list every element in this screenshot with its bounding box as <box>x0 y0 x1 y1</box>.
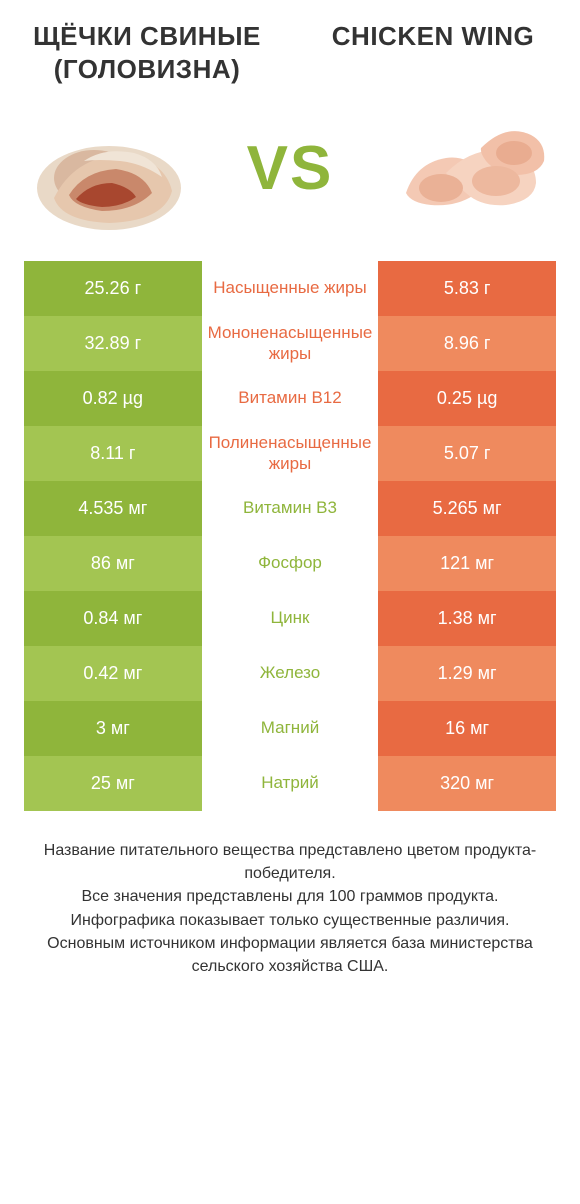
table-row: 8.11 гПолиненасыщенные жиры5.07 г <box>24 426 556 481</box>
nutrient-label: Цинк <box>202 591 379 646</box>
value-right: 8.96 г <box>378 316 556 371</box>
table-row: 86 мгФосфор121 мг <box>24 536 556 591</box>
nutrient-label: Витамин B12 <box>202 371 379 426</box>
footnote-line: Инфографика показывает только существенн… <box>30 909 550 932</box>
food-image-left <box>24 103 194 233</box>
table-row: 0.84 мгЦинк1.38 мг <box>24 591 556 646</box>
value-left: 32.89 г <box>24 316 202 371</box>
value-right: 121 мг <box>378 536 556 591</box>
value-right: 1.38 мг <box>378 591 556 646</box>
table-row: 0.82 µgВитамин B120.25 µg <box>24 371 556 426</box>
comparison-table: 25.26 гНасыщенные жиры5.83 г32.89 гМонон… <box>24 261 556 811</box>
value-left: 0.42 мг <box>24 646 202 701</box>
value-left: 8.11 г <box>24 426 202 481</box>
nutrient-label: Фосфор <box>202 536 379 591</box>
nutrient-label: Железо <box>202 646 379 701</box>
value-left: 0.84 мг <box>24 591 202 646</box>
nutrient-label: Натрий <box>202 756 379 811</box>
vs-label: VS <box>247 133 334 204</box>
value-right: 320 мг <box>378 756 556 811</box>
table-row: 0.42 мгЖелезо1.29 мг <box>24 646 556 701</box>
value-right: 16 мг <box>378 701 556 756</box>
value-right: 5.83 г <box>378 261 556 316</box>
food-image-right <box>386 103 556 233</box>
value-left: 3 мг <box>24 701 202 756</box>
value-left: 4.535 мг <box>24 481 202 536</box>
title-right: CHICKEN WING <box>310 20 556 53</box>
nutrient-label: Мононенасыщенные жиры <box>202 316 379 371</box>
value-right: 1.29 мг <box>378 646 556 701</box>
value-left: 25 мг <box>24 756 202 811</box>
footnote-line: Все значения представлены для 100 граммо… <box>30 885 550 908</box>
nutrient-label: Полиненасыщенные жиры <box>202 426 379 481</box>
nutrient-label: Магний <box>202 701 379 756</box>
value-right: 5.265 мг <box>378 481 556 536</box>
value-left: 86 мг <box>24 536 202 591</box>
table-row: 25 мгНатрий320 мг <box>24 756 556 811</box>
value-right: 5.07 г <box>378 426 556 481</box>
nutrient-label: Витамин B3 <box>202 481 379 536</box>
titles-row: ЩЁЧКИ СВИНЫЕ (ГОЛОВИЗНА) CHICKEN WING <box>24 20 556 85</box>
vs-row: VS <box>24 103 556 233</box>
table-row: 32.89 гМононенасыщенные жиры8.96 г <box>24 316 556 371</box>
footnote-line: Основным источником информации является … <box>30 932 550 978</box>
title-left: ЩЁЧКИ СВИНЫЕ (ГОЛОВИЗНА) <box>24 20 270 85</box>
nutrient-label: Насыщенные жиры <box>202 261 379 316</box>
footnote-line: Название питательного вещества представл… <box>30 839 550 885</box>
footnote: Название питательного вещества представл… <box>24 839 556 978</box>
value-left: 25.26 г <box>24 261 202 316</box>
value-right: 0.25 µg <box>378 371 556 426</box>
table-row: 4.535 мгВитамин B35.265 мг <box>24 481 556 536</box>
table-row: 3 мгМагний16 мг <box>24 701 556 756</box>
table-row: 25.26 гНасыщенные жиры5.83 г <box>24 261 556 316</box>
value-left: 0.82 µg <box>24 371 202 426</box>
